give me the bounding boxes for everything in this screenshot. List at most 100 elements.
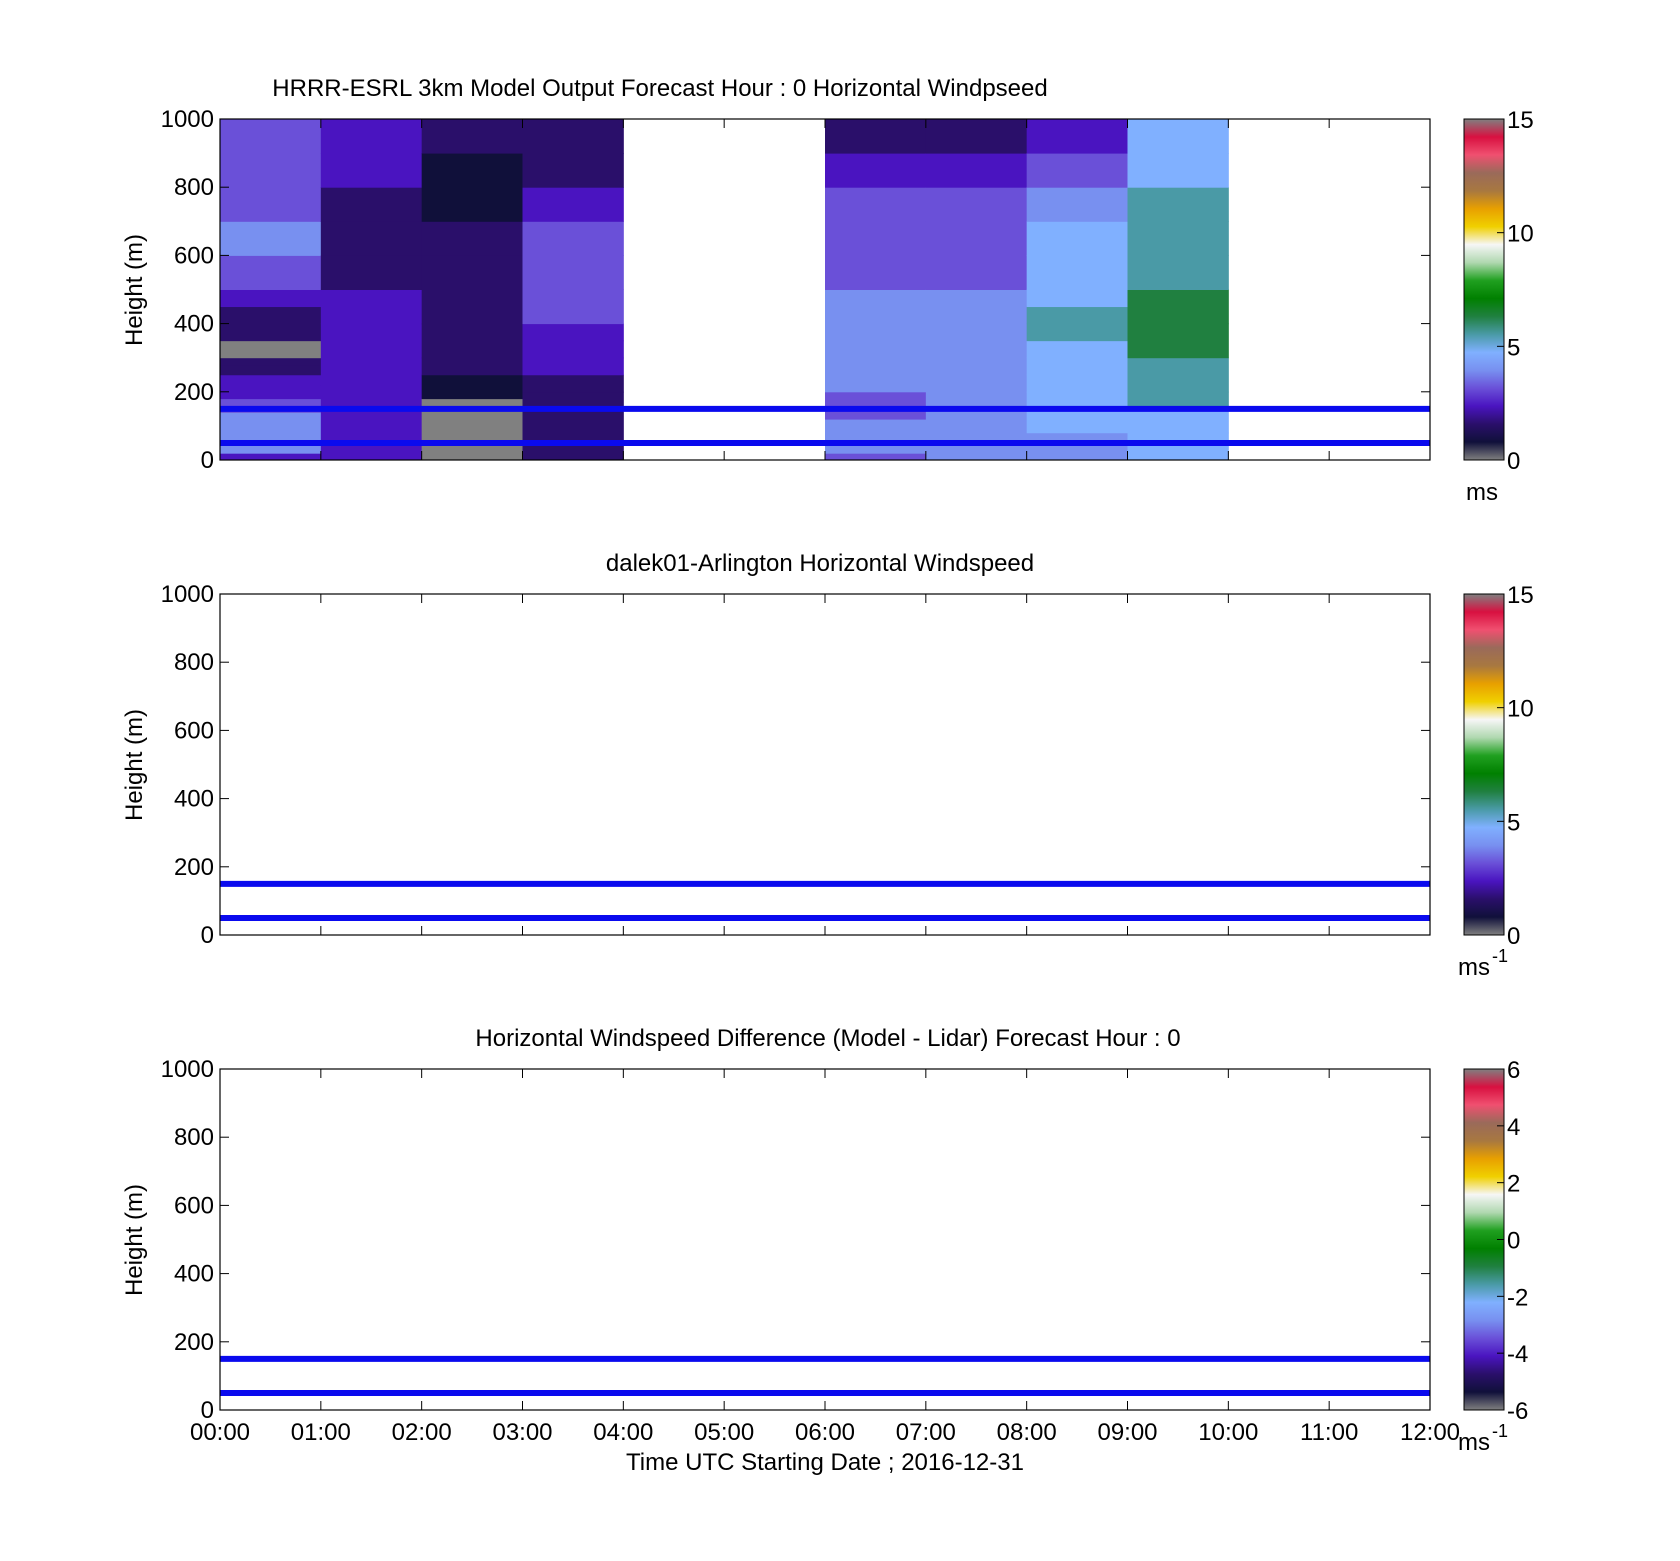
y-axis-label: Height (m) (121, 1184, 148, 1296)
heatmap-cell (825, 323, 927, 342)
heatmap-cell (1127, 432, 1229, 444)
colorbar-tick-label: 15 (1507, 107, 1534, 134)
heatmap-cell (220, 374, 322, 386)
heatmap-cell (522, 391, 624, 444)
y-tick-label: 800 (174, 1124, 214, 1151)
x-tick-label: 04:00 (593, 1419, 653, 1446)
heatmap-cell (925, 357, 1028, 427)
heatmap-cell (421, 119, 523, 154)
y-tick-label: 0 (201, 1397, 214, 1424)
heatmap-cell (320, 289, 423, 325)
colorbar-unit-label: ms (1466, 479, 1498, 506)
colorbar-tick-label: 0 (1507, 1228, 1520, 1255)
y-tick-label: 400 (174, 786, 214, 813)
heatmap-cell (1127, 255, 1229, 290)
y-tick-label: 800 (174, 174, 214, 201)
x-axis-ticks: 00:00 01:00 02:00 03:00 04:00 05:00 06:00 07:00… (190, 1069, 1460, 1446)
heatmap-cell (1026, 432, 1128, 461)
heatmap-cell (320, 119, 423, 154)
colorbar-scale (1463, 118, 1505, 461)
heatmap-cell (220, 357, 322, 366)
heatmap-cell (220, 187, 322, 222)
y-axis-ticks: 0 200 400 600 800 1000 (161, 581, 1430, 949)
heatmap-cell (320, 153, 423, 188)
heatmap-cell (522, 323, 624, 342)
x-tick-label: 01:00 (291, 1419, 351, 1446)
x-tick-label: 11:00 (1300, 1419, 1358, 1446)
heatmap-cell (522, 255, 624, 290)
panel-title: HRRR-ESRL 3km Model Output Forecast Hour… (272, 75, 1047, 102)
colorbar-tick-label: -4 (1507, 1341, 1528, 1368)
heatmap-cell (220, 255, 322, 273)
heatmap-cell (522, 374, 624, 393)
y-axis-ticks: 0 200 400 600 800 1000 (161, 1056, 1430, 1424)
heatmap-cell (421, 289, 523, 325)
heatmap-cell (220, 289, 322, 308)
heatmap-cell (825, 419, 927, 454)
reference-lines (220, 1355, 1430, 1396)
y-axis-label: Height (m) (121, 709, 148, 821)
heatmap-cell (1026, 408, 1128, 434)
reference-lines (220, 880, 1430, 921)
heatmap-cell (220, 153, 322, 188)
y-tick-label: 800 (174, 649, 214, 676)
colorbar-tick-label: 15 (1507, 582, 1534, 609)
heatmap-cell (925, 289, 1028, 359)
x-tick-label: 08:00 (997, 1419, 1057, 1446)
heatmap-cell (825, 187, 927, 222)
heatmap-cell (220, 446, 322, 454)
heatmap-cell (1127, 323, 1229, 359)
x-tick-label: 03:00 (492, 1419, 552, 1446)
heatmap-cell (220, 384, 322, 400)
panel-title: dalek01-Arlington Horizontal Windspeed (606, 550, 1034, 577)
x-axis-label: Time UTC Starting Date ; 2016-12-31 (626, 1449, 1024, 1476)
y-tick-label: 0 (201, 922, 214, 949)
colorbar-tick-label: 10 (1507, 221, 1534, 248)
x-tick-label: 12:00 (1400, 1419, 1460, 1446)
heatmap-cell (1026, 221, 1128, 256)
heatmap-cell (522, 119, 624, 154)
x-tick-label: 10:00 (1198, 1419, 1258, 1446)
heatmap-cell (925, 119, 1028, 154)
y-tick-label: 0 (201, 447, 214, 474)
heatmap-cell (220, 272, 322, 290)
heatmap-cell (220, 453, 322, 461)
x-axis-ticks (219, 119, 1431, 460)
heatmap-cell (320, 442, 423, 461)
colorbar-tick-label: 5 (1507, 334, 1520, 361)
heatmap-cell (1127, 289, 1229, 325)
heatmap-cell (1026, 153, 1128, 188)
heatmap-cell (925, 153, 1028, 188)
heatmap-cell (421, 442, 523, 461)
y-axis-ticks: 0 200 400 600 800 1000 (161, 106, 1430, 474)
reference-lines (220, 405, 1430, 446)
y-axis-label: Height (m) (121, 234, 148, 346)
y-tick-label: 200 (174, 379, 214, 406)
colorbar-unit-label: ms (1458, 1429, 1490, 1456)
x-axis-ticks (219, 594, 1431, 935)
panel-model-output: HRRR-ESRL 3km Model Output Forecast Hour… (121, 75, 1534, 506)
heatmap-cell (522, 153, 624, 188)
heatmap-cell (1026, 340, 1128, 359)
colorbar-tick-label: -2 (1507, 1284, 1528, 1311)
heatmap-cell (825, 289, 927, 325)
heatmap-cell (825, 391, 927, 420)
heatmap-cell (1127, 221, 1229, 256)
panel-difference: Horizontal Windspeed Difference (Model -… (121, 1025, 1528, 1476)
colorbar: 0 5 10 15 ms -1 (1458, 582, 1534, 981)
heatmap-cell (1127, 153, 1229, 188)
heatmap-cell (1127, 442, 1229, 461)
colorbar-tick-label: 6 (1507, 1057, 1520, 1084)
heatmap-cell (421, 323, 523, 359)
heatmap-cell (421, 221, 523, 256)
heatmap-cell (220, 323, 322, 342)
heatmap-cell (1026, 255, 1128, 290)
heatmap-cell (320, 323, 423, 444)
x-tick-label: 02:00 (392, 1419, 452, 1446)
heatmap-cell (1026, 374, 1128, 393)
heatmap-cell (1127, 357, 1229, 393)
heatmap-cell (220, 412, 322, 420)
y-tick-label: 200 (174, 854, 214, 881)
heatmap-cell (1127, 187, 1229, 222)
